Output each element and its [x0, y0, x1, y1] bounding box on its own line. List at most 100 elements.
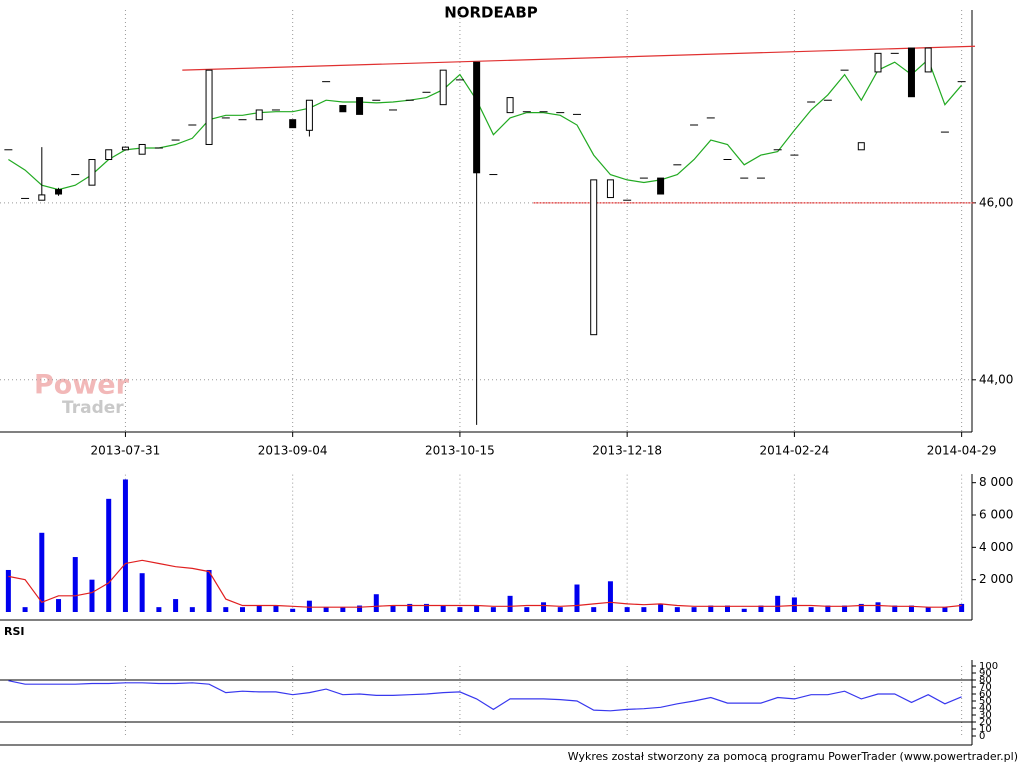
volume-bar [139, 573, 145, 612]
volume-bar [156, 607, 162, 612]
candle-body [105, 149, 113, 161]
candle-body [356, 97, 364, 115]
x-tick-label: 2013-07-31 [91, 444, 161, 458]
volume-bar [758, 605, 764, 612]
candle-body [289, 119, 297, 129]
volume-bar [557, 607, 563, 612]
x-tick-label: 2013-12-18 [592, 444, 662, 458]
volume-bar [641, 607, 647, 612]
y-tick-label: 6 000 [979, 508, 1013, 522]
volume-bar [22, 607, 28, 612]
y-tick-label: 80 [979, 675, 992, 686]
volume-bar [607, 581, 613, 612]
volume-bar [306, 600, 312, 612]
candle-body [506, 97, 514, 114]
y-tick-label: 70 [979, 682, 992, 693]
volume-average [8, 559, 962, 608]
volume-bar [541, 602, 547, 612]
volume-bar [72, 557, 78, 612]
y-tick-label: 4 000 [979, 540, 1013, 554]
volume-bar [725, 605, 730, 612]
volume-bar [223, 607, 229, 612]
volume-bar [440, 605, 446, 612]
volume-bar [825, 605, 831, 612]
candle-body [121, 146, 129, 151]
moving-average [8, 58, 963, 191]
volume-bar [624, 607, 630, 612]
candle-body [38, 194, 46, 201]
candle-body [305, 99, 313, 131]
y-tick-label: 10 [979, 724, 992, 735]
volume-bar [189, 607, 195, 612]
volume-bar [507, 595, 513, 612]
volume-bar [892, 605, 898, 612]
volume-bar [858, 603, 864, 612]
volume-bar [423, 603, 429, 612]
volume-bar [942, 607, 948, 612]
volume-bar [273, 605, 279, 612]
candle-body [88, 159, 96, 186]
volume-bar [122, 479, 128, 612]
volume-bar [357, 605, 363, 612]
volume-bar [390, 605, 396, 612]
volume-bar [373, 594, 379, 612]
volume-bar [457, 607, 463, 612]
volume-bar [741, 608, 747, 612]
y-tick-label: 2 000 [979, 572, 1013, 586]
volume-bar [474, 605, 480, 612]
volume-bar [791, 597, 797, 612]
y-tick-label: 20 [979, 717, 992, 728]
logo-power: Power [34, 370, 130, 401]
volume-bar [691, 607, 697, 612]
chart-title: NORDEABP [444, 4, 538, 22]
candle-body [339, 105, 347, 113]
volume-bar [323, 607, 329, 612]
volume-bar [290, 608, 296, 612]
candle-body [606, 179, 614, 199]
volume-bar [591, 607, 597, 612]
volume-bar [5, 569, 11, 612]
x-tick-label: 2013-10-15 [425, 444, 495, 458]
volume-bar [106, 498, 112, 612]
candle-body [590, 179, 598, 336]
y-tick-label: 50 [979, 696, 992, 707]
volume-bar [925, 607, 931, 612]
volume-bar [256, 605, 262, 612]
volume-bar [875, 602, 881, 612]
y-tick-label: 40 [979, 703, 992, 714]
volume-bar [206, 569, 212, 612]
volume-bar [407, 603, 413, 612]
volume-bar [808, 607, 814, 612]
trendline [182, 45, 976, 71]
candle-body [657, 177, 665, 195]
volume-bar [574, 584, 580, 612]
candle-body [857, 142, 865, 151]
volume-bar [490, 607, 496, 612]
volume-bar [56, 599, 62, 612]
x-tick-label: 2014-02-24 [760, 444, 830, 458]
y-tick-label: 90 [979, 668, 992, 679]
candle-body [874, 52, 882, 73]
volume-bar [340, 607, 346, 612]
candle-body [924, 47, 932, 73]
volume-bar [959, 603, 965, 612]
y-tick-label: 60 [979, 689, 992, 700]
volume-bar [240, 607, 245, 612]
volume-bar [775, 595, 781, 612]
y-tick-label: 30 [979, 710, 992, 721]
volume-bar [39, 532, 45, 612]
volume-bar [89, 579, 95, 612]
x-tick-label: 2014-04-29 [927, 444, 997, 458]
volume-bar [842, 605, 848, 612]
y-tick-label: 8 000 [979, 475, 1013, 489]
volume-bar [524, 607, 530, 612]
y-tick-label: 44,00 [979, 372, 1013, 386]
candle-body [473, 61, 481, 174]
y-tick-label: 100 [979, 661, 998, 672]
volume-bar [658, 603, 664, 612]
rsi-title: RSI [4, 625, 25, 638]
rsi-line [8, 680, 962, 712]
